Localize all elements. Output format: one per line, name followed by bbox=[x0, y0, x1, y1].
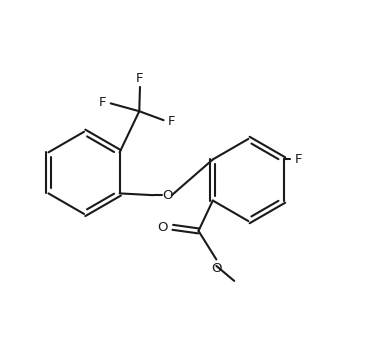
Text: O: O bbox=[211, 262, 222, 275]
Text: O: O bbox=[157, 221, 168, 234]
Text: O: O bbox=[162, 189, 173, 202]
Text: F: F bbox=[168, 116, 175, 129]
Text: F: F bbox=[99, 96, 107, 109]
Text: F: F bbox=[136, 72, 144, 85]
Text: F: F bbox=[295, 153, 302, 166]
